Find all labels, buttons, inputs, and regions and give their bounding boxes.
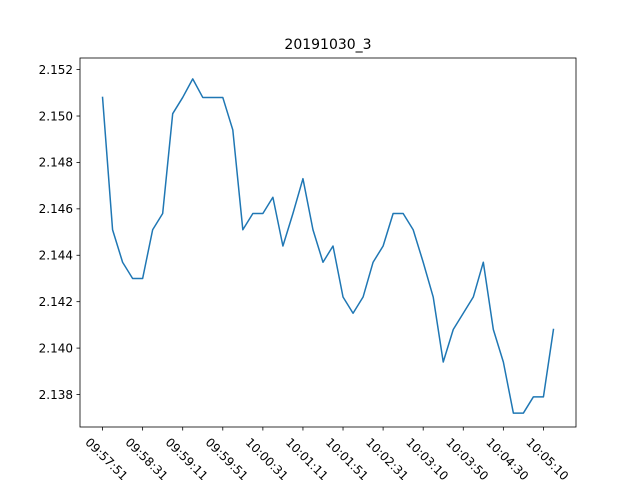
y-axis: 2.138 2.140 2.142 2.144 2.146 2.148 2.150 2.152	[39, 63, 80, 402]
y-tick-label: 2.144	[39, 249, 73, 263]
y-tick-label: 2.140	[39, 341, 73, 355]
y-tick-label: 2.152	[39, 63, 73, 77]
x-tick-label: 09:57:51	[82, 435, 130, 480]
series-line-0	[101, 78, 555, 414]
y-tick-label: 2.138	[39, 388, 73, 402]
plot-area	[79, 57, 577, 428]
y-tick-label: 2.142	[39, 295, 73, 309]
y-tick-label: 2.146	[39, 202, 73, 216]
y-tick-label: 2.148	[39, 156, 73, 170]
chart-title: 20191030_3	[284, 37, 371, 53]
x-axis: 09:57:5109:58:3109:59:1109:59:5110:00:31…	[82, 427, 571, 480]
axes-frame	[79, 57, 577, 428]
y-tick-label: 2.150	[39, 109, 73, 123]
